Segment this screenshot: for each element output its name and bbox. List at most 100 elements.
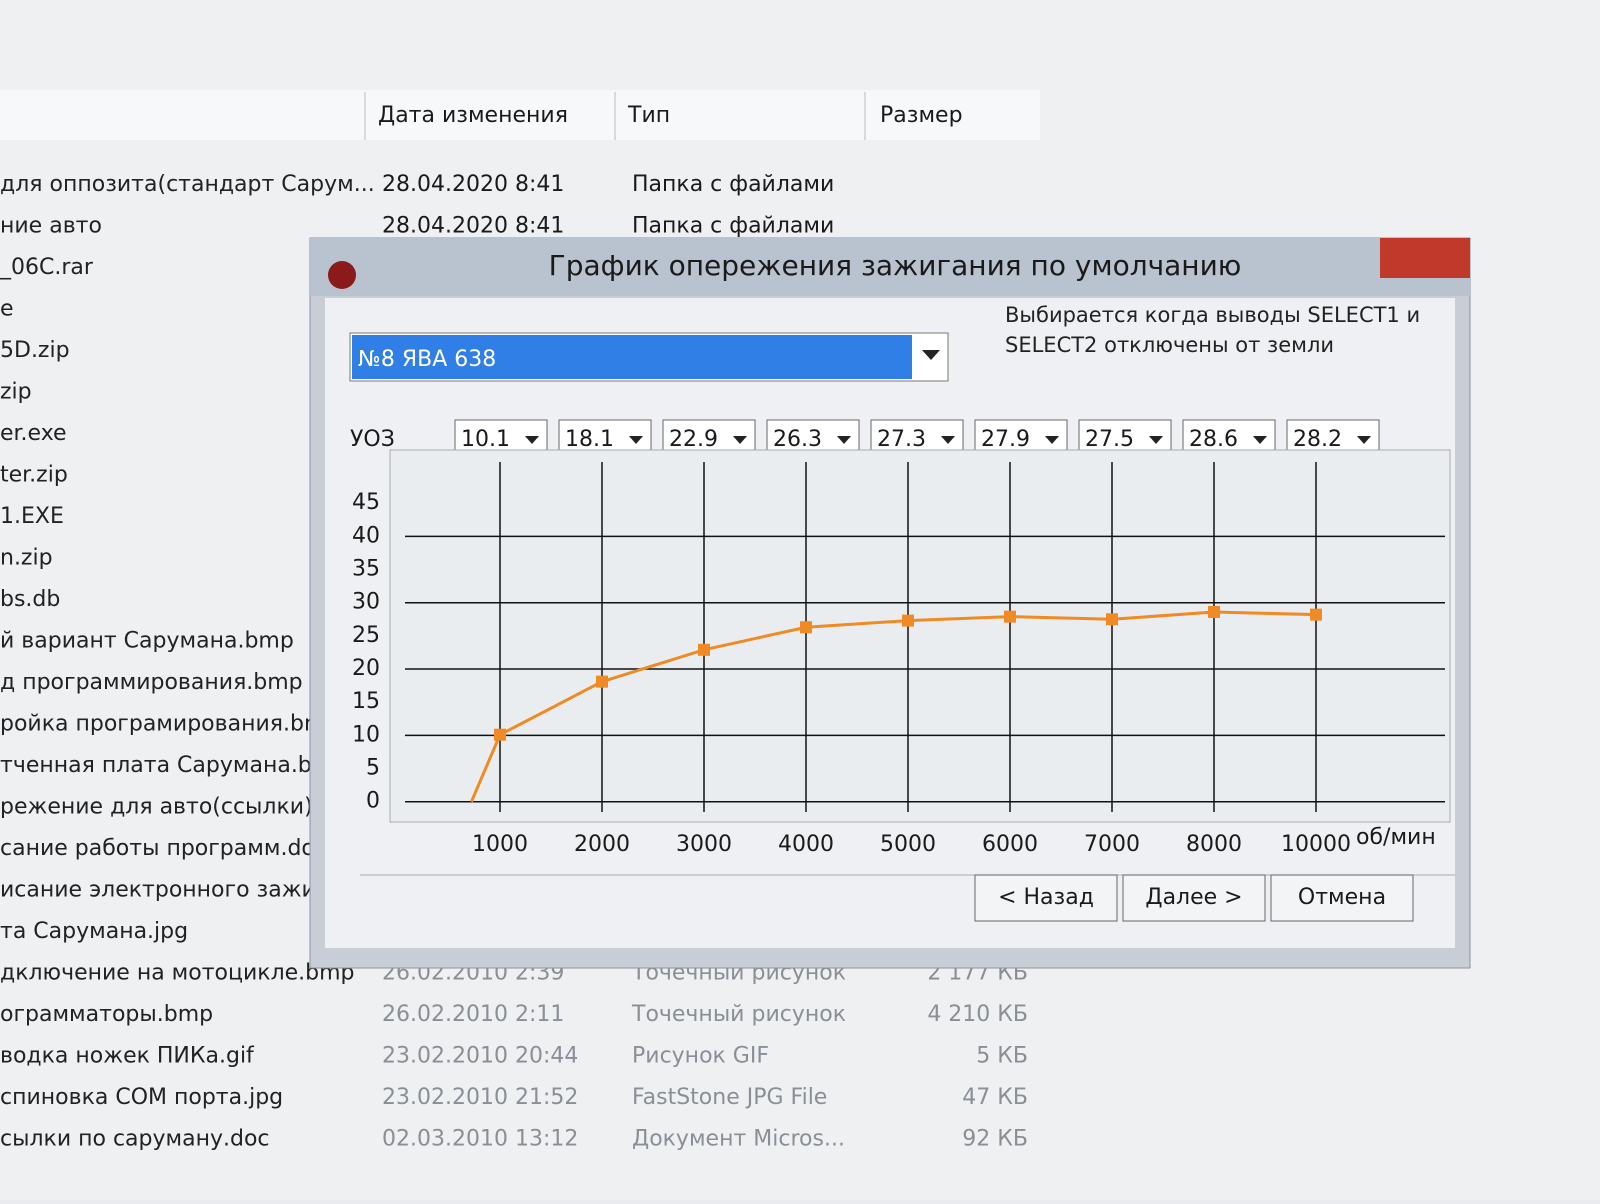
combo-arrow <box>1149 436 1163 444</box>
file-date: 23.02.2010 20:44 <box>382 1044 578 1069</box>
y-tick-label: 40 <box>352 523 380 548</box>
file-name[interactable]: режение для авто(ссылки).doc <box>0 795 359 820</box>
file-name[interactable]: для оппозита(стандарт Сарум... <box>0 172 375 197</box>
file-name[interactable]: zip <box>0 380 32 405</box>
file-type: Точечный рисунок <box>631 1002 846 1027</box>
x-tick-label: 4000 <box>778 832 834 857</box>
combo-arrow <box>1357 436 1371 444</box>
file-name[interactable]: er.exe <box>0 421 67 446</box>
file-name[interactable]: 1.EXE <box>0 504 64 529</box>
file-name[interactable]: ние авто <box>0 214 102 239</box>
file-name[interactable]: ter.zip <box>0 463 68 488</box>
combo-arrow <box>525 436 539 444</box>
file-type: Папка с файлами <box>632 214 834 239</box>
file-type: Рисунок GIF <box>632 1044 769 1069</box>
button[interactable] <box>974 874 1118 922</box>
value-combo-text: 28.6 <box>1189 427 1238 452</box>
point <box>1106 613 1118 626</box>
value-combo-text: 27.9 <box>981 427 1030 452</box>
file-name[interactable]: та Сарумана.jpg <box>0 919 188 944</box>
y-tick-label: 25 <box>352 623 380 648</box>
value-combo-text: 10.1 <box>461 427 510 452</box>
combo-arrow <box>629 436 643 444</box>
point <box>698 643 710 656</box>
file-size: 92 КБ <box>962 1127 1028 1152</box>
y-tick-label: 45 <box>352 490 380 515</box>
combo-arrow <box>1045 436 1059 444</box>
file-name[interactable]: спиновка COM порта.jpg <box>0 1085 283 1110</box>
file-size: 4 210 КБ <box>927 1002 1028 1027</box>
point <box>800 621 812 634</box>
file-date: 26.02.2010 2:11 <box>382 1002 564 1027</box>
file-name[interactable]: водка ножек ПИКа.gif <box>0 1044 255 1069</box>
file-name[interactable]: ограмматоры.bmp <box>0 1002 213 1027</box>
file-name[interactable]: сание работы программ.doc <box>0 836 327 861</box>
x-axis-label: об/мин <box>1356 825 1436 850</box>
button-label: < Назад <box>998 885 1094 910</box>
x-tick-label: 2000 <box>574 832 630 857</box>
y-tick-label: 10 <box>352 722 380 747</box>
button[interactable] <box>1270 874 1414 922</box>
file-name[interactable]: bs.db <box>0 587 60 612</box>
x-tick-label: 5000 <box>880 832 936 857</box>
x-tick-label: 8000 <box>1186 832 1242 857</box>
x-tick-label: 7000 <box>1084 832 1140 857</box>
point <box>1310 608 1322 621</box>
value-combo-text: 27.5 <box>1085 427 1134 452</box>
x-tick-label: 3000 <box>676 832 732 857</box>
button-label: Отмена <box>1298 885 1386 910</box>
combo-arrow <box>1253 436 1267 444</box>
close-button[interactable] <box>1380 238 1470 278</box>
column-header: Тип <box>627 103 670 128</box>
file-name[interactable]: д программирования.bmp <box>0 670 303 695</box>
combo-arrow <box>837 436 851 444</box>
preset-text: №8 ЯВА 638 <box>358 347 496 372</box>
file-name[interactable]: тченная плата Сарумана.bmp <box>0 753 347 778</box>
file-date: 28.04.2020 8:41 <box>382 172 564 197</box>
file-name[interactable]: дключение на мотоцикле.bmp <box>0 961 355 986</box>
file-name[interactable]: 5D.zip <box>0 338 70 363</box>
app-icon <box>328 261 356 289</box>
header-bar <box>0 90 1040 140</box>
file-name[interactable]: _06C.rar <box>0 255 94 280</box>
dialog: График опережения зажигания по умолчанию… <box>309 237 1471 969</box>
file-type: Документ Micros... <box>632 1127 845 1152</box>
file-list: Дата изменения Тип Размер для оппозита(стан… <box>0 103 1028 1152</box>
file-size: 5 КБ <box>976 1044 1028 1069</box>
buttons: < Назад Далее > Отмена <box>974 874 1414 922</box>
button[interactable] <box>1122 874 1266 922</box>
chart: 0 5 10 15 20 25 30 35 40 45 1000 2000 3000 4000 5000 60… <box>352 462 1445 857</box>
file-size: 47 КБ <box>962 1085 1028 1110</box>
file-date: 02.03.2010 13:12 <box>382 1127 578 1152</box>
plot-area <box>389 449 1451 823</box>
value-combo-text: 28.2 <box>1293 427 1342 452</box>
file-date: 23.02.2010 21:52 <box>382 1085 578 1110</box>
file-name[interactable]: n.zip <box>0 546 53 571</box>
file-name[interactable]: e <box>0 297 14 322</box>
file-name[interactable]: й вариант Сарумана.bmp <box>0 629 294 654</box>
file-name[interactable]: сылки по саруману.doc <box>0 1127 270 1152</box>
combo-arrow <box>941 436 955 444</box>
point <box>902 614 914 627</box>
combo-arrow <box>733 436 747 444</box>
y-tick-label: 5 <box>366 756 380 781</box>
series-line <box>470 610 1317 803</box>
y-tick-label: 35 <box>352 557 380 582</box>
x-tick-label: 1000 <box>472 832 528 857</box>
file-name[interactable]: ройка програмирования.bmp <box>0 712 339 737</box>
note: Выбирается когда выводы SELECT1 и SELECT… <box>1005 303 1421 357</box>
value-combo-text: 27.3 <box>877 427 926 452</box>
preset-selection <box>352 335 912 379</box>
y-tick-label: 15 <box>352 689 380 714</box>
x-tick-label: 10000 <box>1281 832 1351 857</box>
note-box: Выбирается когда выводы SELECT1 и SELECT… <box>1005 303 1421 357</box>
value-combo-text: 18.1 <box>565 427 614 452</box>
point <box>1004 610 1016 623</box>
file-type: FastStone JPG File <box>632 1085 827 1110</box>
file-type: Папка с файлами <box>632 172 834 197</box>
y-tick-label: 30 <box>352 590 380 615</box>
button-label: Далее > <box>1145 885 1242 910</box>
y-axis-label: УОЗ <box>350 427 395 452</box>
